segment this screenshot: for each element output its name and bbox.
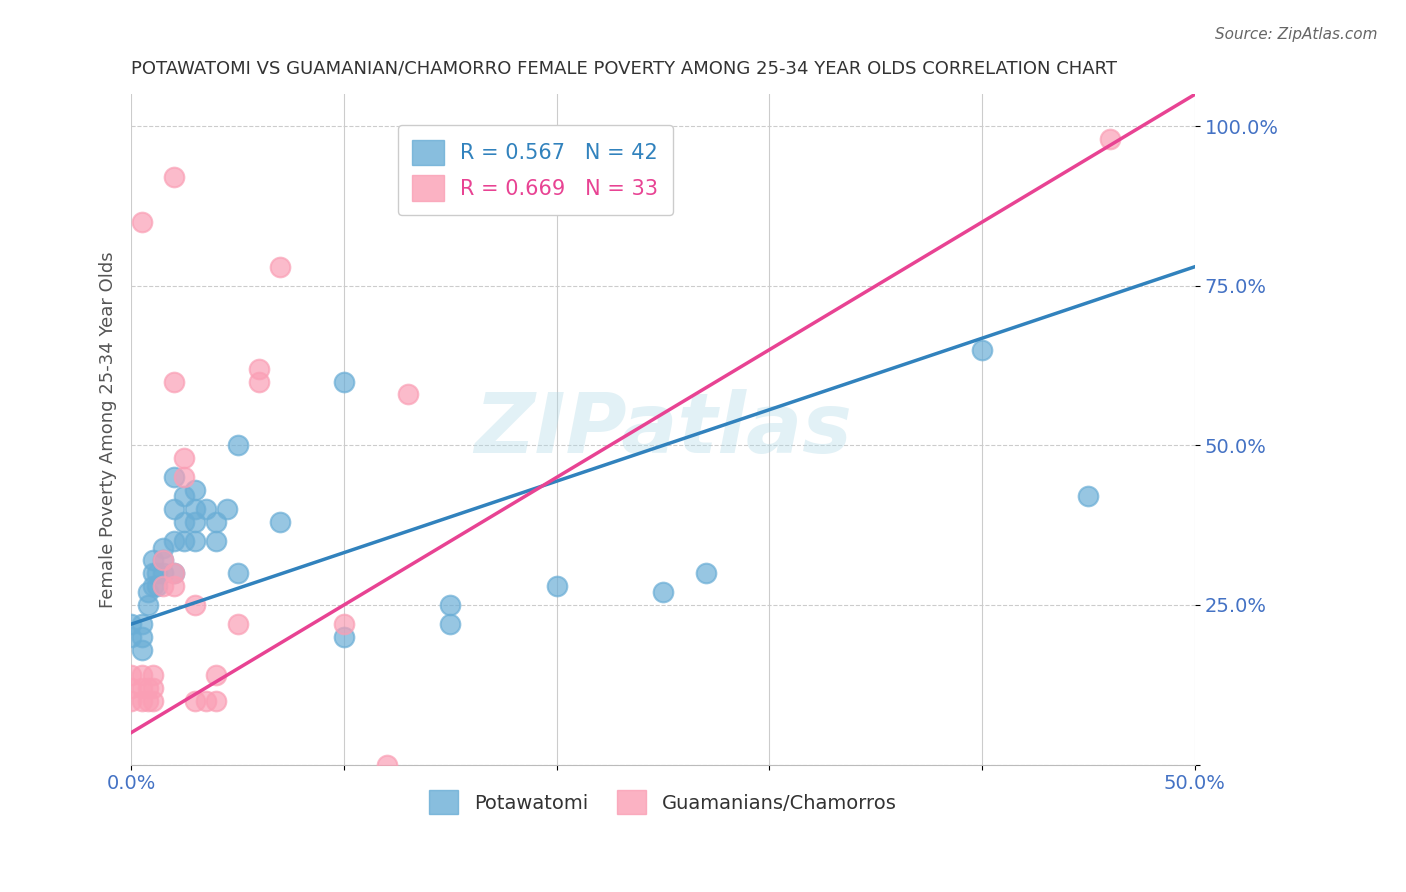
Point xyxy=(163,470,186,484)
Point xyxy=(163,534,186,549)
Point xyxy=(375,757,398,772)
Point xyxy=(131,694,153,708)
Point xyxy=(136,585,159,599)
Point xyxy=(146,579,169,593)
Point xyxy=(131,630,153,644)
Point xyxy=(333,617,356,632)
Point xyxy=(120,630,142,644)
Point xyxy=(173,470,195,484)
Point xyxy=(194,502,217,516)
Point xyxy=(194,694,217,708)
Point xyxy=(333,630,356,644)
Point xyxy=(184,502,207,516)
Point xyxy=(439,598,461,612)
Point xyxy=(146,566,169,580)
Point xyxy=(120,668,142,682)
Point xyxy=(247,362,270,376)
Point xyxy=(141,566,163,580)
Point xyxy=(131,617,153,632)
Point xyxy=(1098,132,1121,146)
Point xyxy=(439,617,461,632)
Point xyxy=(131,668,153,682)
Point xyxy=(152,541,174,555)
Point xyxy=(205,694,228,708)
Point xyxy=(173,534,195,549)
Point xyxy=(173,490,195,504)
Point xyxy=(226,617,249,632)
Point xyxy=(141,668,163,682)
Point xyxy=(152,579,174,593)
Point xyxy=(141,579,163,593)
Point xyxy=(205,515,228,529)
Point xyxy=(1077,490,1099,504)
Point xyxy=(205,534,228,549)
Point xyxy=(120,681,142,695)
Text: ZIPatlas: ZIPatlas xyxy=(474,389,852,470)
Point xyxy=(163,579,186,593)
Point xyxy=(152,566,174,580)
Point xyxy=(141,553,163,567)
Point xyxy=(226,566,249,580)
Point xyxy=(184,598,207,612)
Point xyxy=(120,694,142,708)
Point xyxy=(163,375,186,389)
Point xyxy=(131,642,153,657)
Legend: Potawatomi, Guamanians/Chamorros: Potawatomi, Guamanians/Chamorros xyxy=(422,782,904,822)
Point xyxy=(695,566,717,580)
Point xyxy=(173,451,195,466)
Point xyxy=(141,694,163,708)
Point xyxy=(247,375,270,389)
Text: POTAWATOMI VS GUAMANIAN/CHAMORRO FEMALE POVERTY AMONG 25-34 YEAR OLDS CORRELATIO: POTAWATOMI VS GUAMANIAN/CHAMORRO FEMALE … xyxy=(131,60,1118,78)
Point xyxy=(141,681,163,695)
Point xyxy=(205,668,228,682)
Point xyxy=(970,343,993,357)
Text: Source: ZipAtlas.com: Source: ZipAtlas.com xyxy=(1215,27,1378,42)
Point xyxy=(131,215,153,229)
Point xyxy=(333,375,356,389)
Point xyxy=(546,579,568,593)
Point xyxy=(652,585,675,599)
Y-axis label: Female Poverty Among 25-34 Year Olds: Female Poverty Among 25-34 Year Olds xyxy=(100,252,117,607)
Point xyxy=(173,515,195,529)
Point xyxy=(136,681,159,695)
Point xyxy=(226,438,249,452)
Point xyxy=(163,566,186,580)
Point xyxy=(136,694,159,708)
Point xyxy=(163,566,186,580)
Point xyxy=(184,483,207,497)
Point xyxy=(163,502,186,516)
Point xyxy=(396,387,419,401)
Point xyxy=(131,681,153,695)
Point xyxy=(120,617,142,632)
Point xyxy=(269,260,291,274)
Point xyxy=(215,502,238,516)
Point xyxy=(269,515,291,529)
Point xyxy=(152,553,174,567)
Point xyxy=(136,598,159,612)
Point xyxy=(184,694,207,708)
Point xyxy=(163,170,186,185)
Point xyxy=(184,534,207,549)
Point xyxy=(152,553,174,567)
Point xyxy=(184,515,207,529)
